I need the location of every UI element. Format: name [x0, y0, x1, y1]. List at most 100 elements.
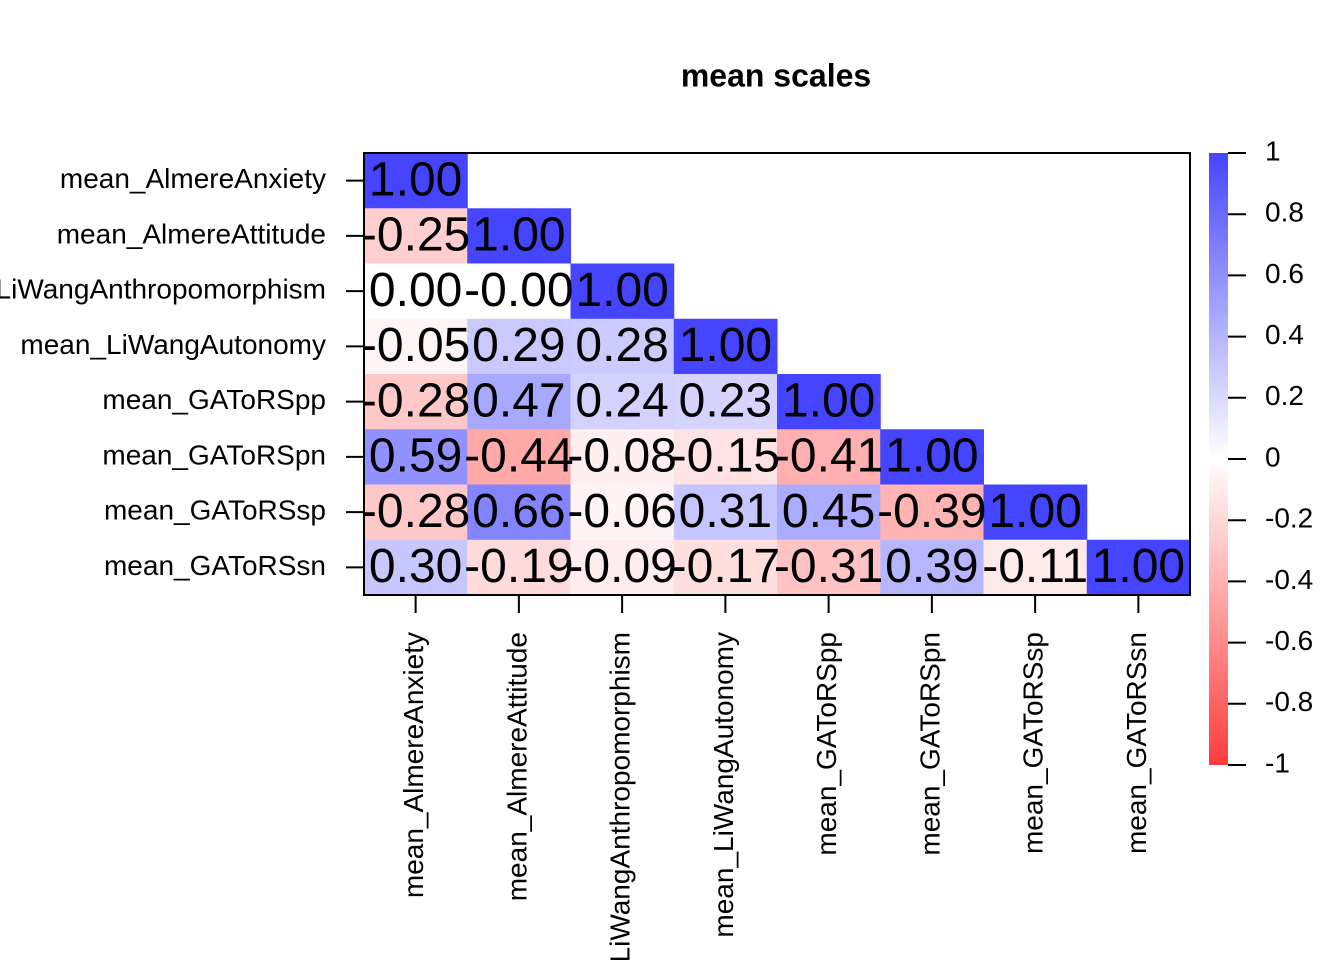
x-tick-label: mean_LiWangAutonomy	[708, 632, 739, 938]
heat-cell	[364, 208, 468, 264]
cell-label: -0.17	[671, 540, 780, 593]
y-tick-label: mean_GAToRSsn	[104, 550, 326, 581]
cell-label: -0.39	[877, 485, 986, 538]
colorbar-tick-label: 0.2	[1265, 380, 1304, 411]
y-tick-label: mean_GAToRSsp	[104, 495, 326, 526]
cell-label: -0.28	[361, 374, 470, 427]
heat-cell	[570, 318, 675, 375]
y-tick-label: mean_LiWangAutonomy	[20, 329, 326, 360]
colorbar-tick-label: 0.6	[1265, 258, 1304, 289]
cell-label: -0.31	[774, 540, 883, 593]
cell-label: -0.00	[464, 264, 573, 317]
cell-label: 1.00	[988, 485, 1081, 538]
heat-cell	[467, 429, 571, 485]
x-tick-label: mean_GAToRSsp	[1018, 632, 1049, 854]
colorbar	[1209, 153, 1228, 765]
y-tick-label: mean_AlmereAnxiety	[60, 163, 326, 194]
heat-cell	[673, 318, 778, 375]
heat-cell	[673, 539, 778, 596]
heat-cell	[570, 429, 675, 485]
heat-cell	[364, 318, 468, 375]
heat-cell	[570, 374, 675, 430]
y-tick-label: mean_GAToRSpp	[102, 384, 326, 415]
cell-label: 0.28	[575, 319, 668, 372]
cell-label: 0.29	[472, 319, 565, 372]
heat-cell	[467, 539, 571, 596]
heat-cell	[364, 429, 468, 485]
cell-label: 0.59	[369, 430, 462, 483]
colorbar-tick-label: -1	[1265, 747, 1290, 778]
heat-cell	[777, 539, 881, 596]
heat-cell	[777, 484, 881, 541]
x-tick-label: mean_GAToRSpn	[914, 632, 945, 856]
cell-label: 0.66	[472, 485, 565, 538]
heat-cell	[364, 374, 468, 430]
cell-label: 1.00	[472, 209, 565, 262]
heat-cell	[364, 539, 468, 596]
cell-label: 0.31	[679, 485, 772, 538]
colorbar-tick-label: -0.8	[1265, 686, 1313, 717]
cell-label: 1.00	[369, 153, 462, 206]
heat-cell	[880, 429, 984, 485]
x-tick-label: mean_AlmereAnxiety	[398, 632, 429, 898]
heat-cell	[570, 539, 675, 596]
cell-label: -0.44	[464, 430, 573, 483]
cell-label: 1.00	[575, 264, 668, 317]
cell-label: 1.00	[679, 319, 772, 372]
heat-cell	[673, 484, 778, 541]
colorbar-tick-label: 0	[1265, 441, 1281, 472]
y-tick-label: mean_AlmereAttitude	[57, 218, 326, 249]
heat-cell	[364, 263, 468, 320]
cell-label: 0.00	[369, 264, 462, 317]
heat-cell	[673, 374, 778, 430]
x-tick-label: mean_LiWangAnthropomorphism	[605, 632, 636, 960]
cell-label: 1.00	[782, 374, 875, 427]
cell-label: -0.41	[774, 430, 883, 483]
cell-label: 1.00	[1092, 540, 1185, 593]
cell-label: 0.45	[782, 485, 875, 538]
heat-cell	[467, 374, 571, 430]
cell-label: -0.05	[361, 319, 470, 372]
heat-cell	[570, 484, 675, 541]
heat-cell	[467, 318, 571, 375]
heat-cell	[880, 484, 984, 541]
cell-label: 0.24	[575, 374, 668, 427]
heat-cell	[777, 374, 881, 430]
cell-label: 0.47	[472, 374, 565, 427]
cell-label: -0.06	[567, 485, 676, 538]
heat-cell	[777, 429, 881, 485]
colorbar-tick-label: 0.4	[1265, 319, 1304, 350]
cell-label: -0.15	[671, 430, 780, 483]
x-tick-label: mean_GAToRSsn	[1121, 632, 1152, 854]
x-tick-label: mean_AlmereAttitude	[501, 632, 532, 901]
x-tick-label: mean_GAToRSpp	[811, 632, 842, 856]
heat-cell	[983, 539, 1088, 596]
cell-label: -0.08	[567, 430, 676, 483]
heat-cell	[880, 539, 984, 596]
cell-label: 1.00	[885, 430, 978, 483]
heat-cell	[1086, 539, 1191, 596]
heat-cell	[983, 484, 1088, 541]
cell-label: 0.39	[885, 540, 978, 593]
cell-label: -0.28	[361, 485, 470, 538]
y-tick-label: mean_GAToRSpn	[102, 439, 326, 470]
heat-cell	[364, 153, 468, 209]
heat-cell	[570, 263, 675, 320]
colorbar-tick-label: 0.8	[1265, 197, 1304, 228]
heat-cell	[364, 484, 468, 541]
colorbar-tick-label: -0.4	[1265, 564, 1313, 595]
colorbar-tick-label: -0.6	[1265, 625, 1313, 656]
heat-cell	[673, 429, 778, 485]
cell-label: -0.25	[361, 209, 470, 262]
chart-title: mean scales	[681, 57, 871, 93]
cell-label: 0.30	[369, 540, 462, 593]
colorbar-tick-label: -0.2	[1265, 503, 1313, 534]
heat-cell	[467, 484, 571, 541]
colorbar-tick-label: 1	[1265, 135, 1281, 166]
cell-label: -0.11	[982, 540, 1088, 593]
cell-label: 0.23	[679, 374, 772, 427]
cell-label: -0.09	[567, 540, 676, 593]
heat-cell	[467, 263, 571, 320]
heat-cell	[467, 208, 571, 264]
